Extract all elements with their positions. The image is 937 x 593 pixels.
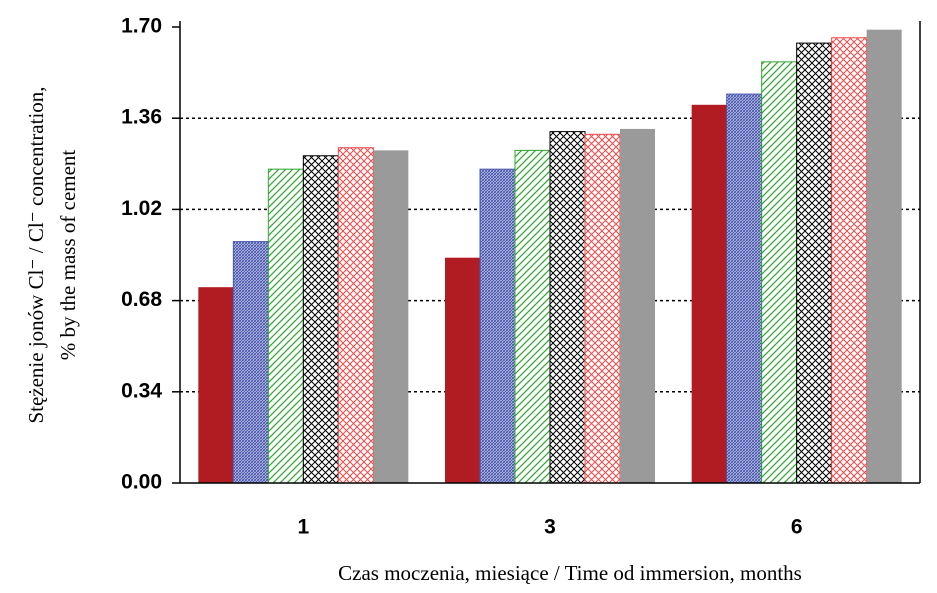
bar [337, 147, 374, 484]
y-tick-label: 1.70 [121, 15, 162, 38]
bar [232, 241, 269, 484]
bar [549, 131, 586, 484]
bar [267, 168, 304, 484]
y-tick-label: 1.02 [121, 197, 162, 220]
y-tick-label: 0.34 [121, 379, 162, 402]
bar [445, 257, 480, 483]
x-tick-label: 3 [544, 516, 556, 539]
bar [831, 37, 868, 484]
y-axis-label: Stężenie jonów Cl⁻ / Cl⁻ concentration, [24, 86, 48, 423]
bar [761, 61, 798, 484]
bar [479, 168, 516, 484]
x-tick-label: 6 [791, 516, 803, 539]
x-axis-label: Czas moczenia, miesiące / Time od immers… [338, 561, 802, 585]
bar [726, 93, 763, 484]
bar [198, 287, 234, 483]
x-tick-label: 1 [297, 516, 309, 539]
bar [691, 104, 727, 483]
y-axis-label: % by the mass of cement [56, 150, 80, 361]
bar [302, 155, 339, 484]
y-tick-label: 0.00 [121, 471, 162, 494]
bar [514, 149, 551, 484]
y-tick-label: 0.68 [121, 288, 162, 311]
y-tick-label: 1.36 [121, 106, 162, 129]
bar [866, 29, 902, 484]
bar [584, 133, 621, 484]
bar [373, 150, 409, 483]
bar [620, 128, 655, 483]
bar [796, 42, 833, 484]
